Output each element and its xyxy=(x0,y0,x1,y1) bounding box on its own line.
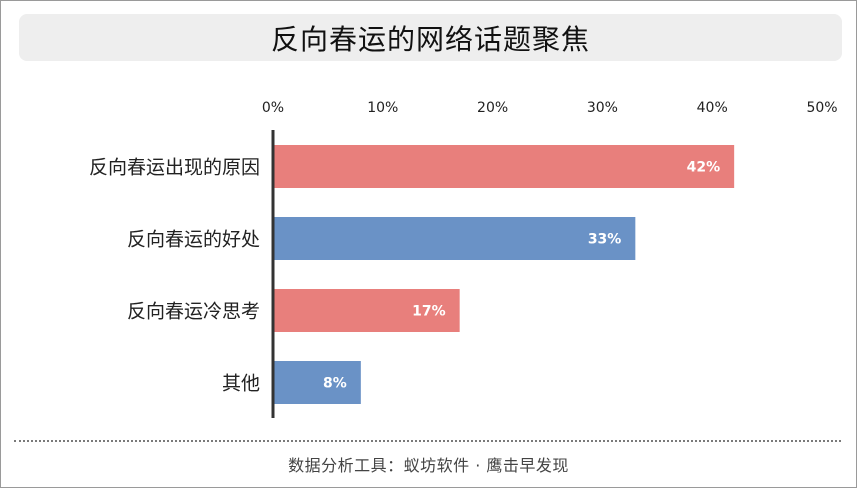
bar xyxy=(273,361,361,404)
x-tick-label: 0% xyxy=(262,100,284,116)
title-banner: 反向春运的网络话题聚焦 xyxy=(19,14,842,61)
data-label: 42% xyxy=(687,160,721,176)
x-tick-label: 20% xyxy=(477,100,508,116)
category-label: 反向春运的好处 xyxy=(127,229,260,251)
x-tick-label: 40% xyxy=(697,100,728,116)
x-tick-label: 30% xyxy=(587,100,618,116)
chart-title: 反向春运的网络话题聚焦 xyxy=(270,22,590,56)
bar xyxy=(273,289,460,332)
category-label: 反向春运冷思考 xyxy=(127,301,260,323)
footer-credit: 数据分析工具：蚁坊软件 · 鹰击早发现 xyxy=(288,456,569,475)
category-label: 其他 xyxy=(222,373,260,395)
bar xyxy=(273,145,735,188)
data-label: 17% xyxy=(412,304,446,320)
footer-divider xyxy=(14,440,841,442)
data-label: 8% xyxy=(323,376,347,392)
data-label: 33% xyxy=(588,232,622,248)
x-tick-label: 10% xyxy=(367,100,398,116)
x-tick-label: 50% xyxy=(806,100,837,116)
bar xyxy=(273,217,636,260)
category-label: 反向春运出现的原因 xyxy=(89,157,260,179)
